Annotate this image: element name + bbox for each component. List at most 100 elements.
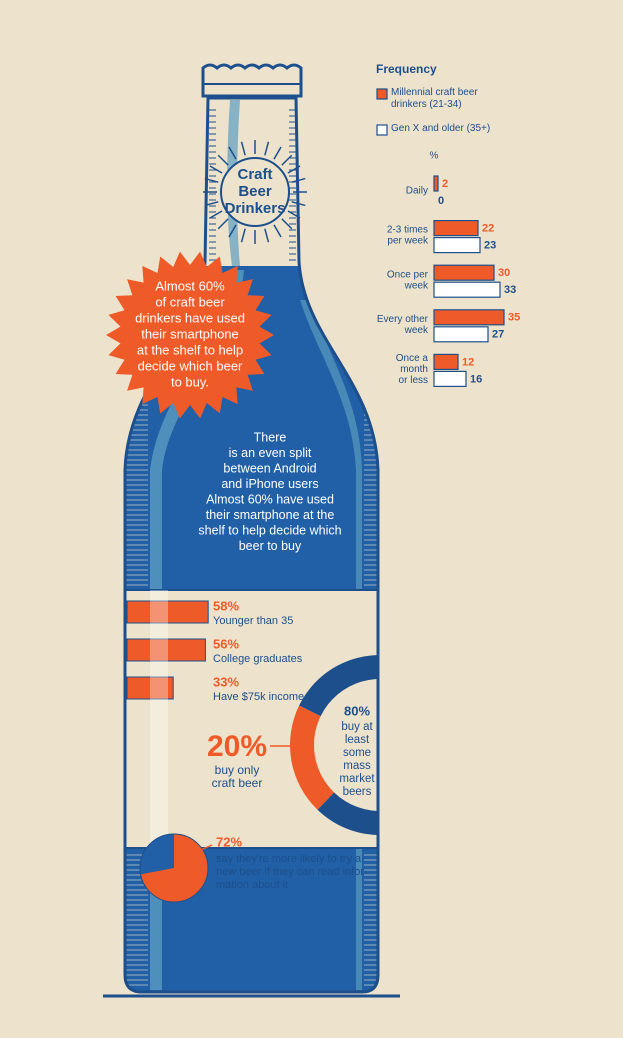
value-label: 12	[462, 356, 474, 368]
donut-label: buy only	[215, 763, 260, 777]
category-label: Once per	[387, 269, 429, 280]
sun-ray	[240, 141, 246, 156]
badge-text: Drinkers	[225, 200, 286, 217]
category-label: month	[400, 364, 428, 375]
value-label: 58%	[213, 598, 239, 613]
body-text: and iPhone users	[221, 477, 318, 491]
burst-text: Almost 60%	[155, 278, 225, 293]
legend-swatch	[376, 88, 388, 100]
burst-text: their smartphone	[141, 326, 239, 341]
value-label: 23	[484, 240, 496, 252]
bar	[126, 676, 174, 700]
body-text: their smartphone at the	[206, 508, 335, 522]
category-label: Once a	[396, 353, 429, 364]
starburst	[106, 251, 274, 419]
category-label: week	[404, 280, 429, 291]
sun-ray	[217, 154, 229, 166]
burst-text: at the shelf to help	[137, 342, 243, 357]
value-label: 33	[504, 284, 516, 296]
connector-dot	[193, 849, 199, 855]
value-label: 80%	[344, 703, 370, 718]
bar	[433, 175, 439, 192]
legend-label: Gen X and older (35+)	[391, 123, 491, 134]
sun-ray	[217, 218, 229, 230]
legend-swatch	[376, 124, 388, 136]
pie-slice	[140, 834, 208, 902]
donut-label: market	[339, 773, 375, 785]
body-text: beer to buy	[239, 539, 302, 553]
connector	[195, 844, 213, 853]
sun-ray	[281, 154, 293, 166]
chart-title: Frequency	[376, 62, 437, 76]
sun-ray	[240, 228, 246, 243]
body-text: is an even split	[229, 446, 312, 460]
body-text: There	[254, 430, 287, 444]
donut-label: craft beer	[212, 776, 263, 790]
bottle-cap	[201, 63, 303, 98]
donut-label: beers	[343, 786, 372, 798]
sun-ray	[264, 228, 270, 243]
category-label: Daily	[406, 186, 428, 197]
bar	[433, 264, 495, 281]
sun-ray	[281, 218, 293, 230]
sun-ray	[209, 165, 223, 174]
value-label: 16	[470, 373, 482, 385]
bar-label: College graduates	[213, 653, 303, 665]
sun-ray	[204, 201, 219, 207]
bar	[126, 600, 209, 624]
sun-ray	[273, 224, 282, 238]
value-label: 0	[438, 195, 444, 207]
donut-segment	[290, 705, 335, 810]
bar	[126, 638, 206, 662]
value-label: 20%	[207, 730, 267, 763]
body-text: shelf to help decide which	[198, 523, 341, 537]
bar	[433, 326, 489, 343]
legend-label: Millennial craft beer drinkers (21-34)	[391, 87, 478, 110]
sun-ray	[228, 224, 237, 238]
bar	[433, 370, 467, 387]
category-label: week	[404, 325, 429, 336]
sun-ray	[228, 146, 237, 160]
value-label: 56%	[213, 636, 239, 651]
category-label: 2-3 times	[387, 225, 428, 236]
value-label: 22	[482, 223, 494, 235]
burst-text: of craft beer	[155, 294, 225, 309]
glass-highlight	[150, 270, 244, 990]
body-text: between Android	[223, 461, 316, 475]
bar	[433, 309, 505, 326]
sun-ray	[273, 146, 282, 160]
category-label: Every other	[377, 314, 429, 325]
donut-label: buy at	[341, 721, 373, 733]
burst-text: decide which beer	[138, 358, 243, 373]
donut-label: some	[343, 747, 371, 759]
sun-ray	[264, 141, 270, 156]
bar	[433, 220, 479, 237]
badge-text: Beer	[238, 183, 272, 200]
value-label: 35	[508, 312, 520, 324]
burst-text: drinkers have used	[135, 310, 245, 325]
donut-label: least	[345, 734, 370, 746]
sun-ray	[209, 210, 223, 219]
badge-text: Craft	[237, 166, 272, 183]
connector-dot	[293, 743, 299, 749]
category-label: or less	[399, 375, 428, 386]
burst-text: to buy.	[171, 374, 209, 389]
pie-label: mation about it	[216, 879, 288, 891]
pie-label: new beer if they can read infor-	[216, 866, 368, 878]
bar	[433, 281, 501, 298]
bar	[433, 237, 481, 254]
unit-label: %	[430, 151, 439, 162]
value-label: 33%	[213, 674, 239, 689]
value-label: 27	[492, 329, 504, 341]
sun-ray	[291, 201, 306, 207]
body-text: Almost 60% have used	[206, 492, 334, 506]
bar	[433, 353, 459, 370]
value-label: 30	[498, 267, 510, 279]
donut-label: mass	[343, 760, 371, 772]
sun-ray	[204, 177, 219, 183]
bar-label: Have $75k income	[213, 691, 304, 703]
sun-circle	[220, 157, 290, 227]
category-label: per week	[387, 236, 429, 247]
